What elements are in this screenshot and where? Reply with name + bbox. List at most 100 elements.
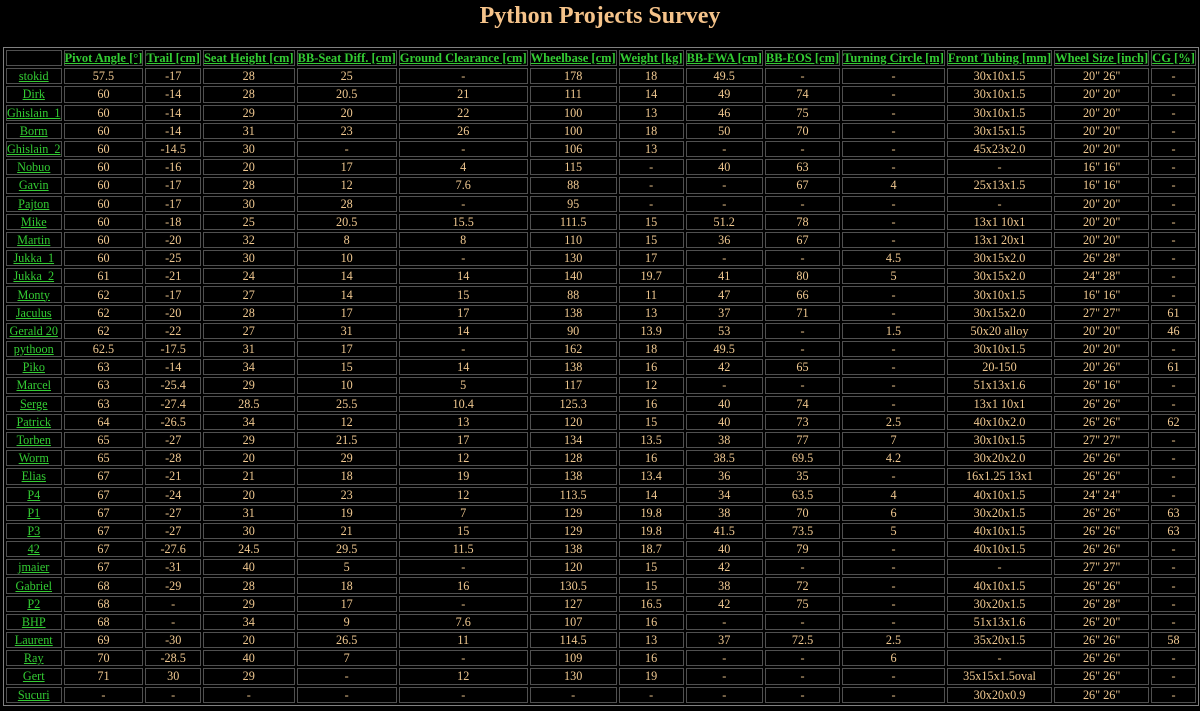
project-link[interactable]: Borm bbox=[6, 122, 62, 139]
table-cell: - bbox=[145, 595, 201, 612]
table-cell: 16x1.25 13x1 bbox=[946, 468, 1053, 485]
column-header[interactable]: Turning Circle [m] bbox=[842, 50, 945, 67]
table-cell: 61 bbox=[1151, 304, 1196, 321]
project-link[interactable]: Jukka_2 bbox=[6, 268, 62, 285]
table-cell: 28 bbox=[202, 68, 295, 85]
table-cell: 26.5 bbox=[296, 632, 397, 649]
project-link[interactable]: Mike bbox=[6, 213, 62, 230]
table-cell: -28 bbox=[145, 450, 201, 467]
table-cell: -20 bbox=[145, 304, 201, 321]
table-cell: 63 bbox=[1151, 504, 1196, 521]
project-link[interactable]: stokid bbox=[6, 68, 62, 85]
project-link[interactable]: BHP bbox=[6, 613, 62, 630]
table-row: Worm 65 -28 20 29 12 128 16 38.5 69.5 4.2 30x20x2.0… bbox=[6, 450, 1196, 467]
table-cell: -14.5 bbox=[145, 140, 201, 158]
table-cell: 28 bbox=[202, 177, 295, 194]
project-link[interactable]: Dirk bbox=[6, 86, 62, 103]
project-link[interactable]: Elias bbox=[6, 468, 62, 485]
project-link[interactable]: Pajton bbox=[6, 195, 62, 212]
project-link[interactable]: Laurent bbox=[6, 632, 62, 649]
table-cell: 67 bbox=[63, 559, 144, 576]
project-link[interactable]: jmaier bbox=[6, 559, 62, 576]
project-link[interactable]: 42 bbox=[6, 541, 62, 558]
table-cell: 40 bbox=[685, 159, 763, 176]
table-cell: 69.5 bbox=[764, 450, 841, 467]
table-row: Jukka_2 61 -21 24 14 14 140 19.7 41 80 5 30x15x2.0 2… bbox=[6, 268, 1196, 285]
table-cell: 20" 20" bbox=[1054, 140, 1150, 158]
project-link[interactable]: Sucuri bbox=[6, 686, 62, 703]
project-link[interactable]: Jaculus bbox=[6, 304, 62, 321]
table-cell: -27.6 bbox=[145, 541, 201, 558]
project-link[interactable]: Nobuo bbox=[6, 159, 62, 176]
table-cell: 24.5 bbox=[202, 541, 295, 558]
table-cell: 28 bbox=[202, 86, 295, 103]
table-cell: - bbox=[842, 395, 945, 412]
column-header[interactable]: Seat Height [cm] bbox=[202, 50, 295, 67]
table-cell: - bbox=[842, 159, 945, 176]
table-cell: - bbox=[1151, 468, 1196, 485]
column-header[interactable]: Pivot Angle [°] bbox=[63, 50, 144, 67]
survey-table-container: Pivot Angle [°] Trail [cm] Seat Height [cm… bbox=[3, 47, 1199, 706]
column-header[interactable]: CG [%] bbox=[1151, 50, 1196, 67]
column-header[interactable]: Weight [kg] bbox=[618, 50, 684, 67]
table-cell: - bbox=[1151, 341, 1196, 358]
table-cell: 62.5 bbox=[63, 341, 144, 358]
table-cell: - bbox=[618, 159, 684, 176]
table-cell: 2.5 bbox=[842, 413, 945, 430]
table-cell: 61 bbox=[63, 268, 144, 285]
table-cell: 7.6 bbox=[398, 613, 528, 630]
project-link[interactable]: Marcel bbox=[6, 377, 62, 394]
table-row: Jukka_1 60 -25 30 10-130 17- -4.5 30x15x2.0 26" … bbox=[6, 250, 1196, 267]
project-link[interactable]: Worm bbox=[6, 450, 62, 467]
column-header[interactable]: BB-FWA [cm] bbox=[685, 50, 763, 67]
table-cell: 29 bbox=[202, 377, 295, 394]
project-link[interactable]: Ghislain_2 bbox=[6, 140, 62, 158]
table-cell: 62 bbox=[1151, 413, 1196, 430]
project-link[interactable]: Ray bbox=[6, 650, 62, 667]
table-cell: 129 bbox=[529, 504, 617, 521]
column-header[interactable]: Front Tubing [mm] bbox=[946, 50, 1053, 67]
table-row: Gerald 20 62 -22 27 31 14 90 13.9 53-1.5 50x20 al… bbox=[6, 322, 1196, 339]
column-header[interactable]: Wheelbase [cm] bbox=[529, 50, 617, 67]
project-link[interactable]: P4 bbox=[6, 486, 62, 503]
table-cell: 16" 16" bbox=[1054, 177, 1150, 194]
table-cell: 61 bbox=[1151, 359, 1196, 376]
column-header[interactable]: BB-EOS [cm] bbox=[764, 50, 841, 67]
project-link[interactable]: Gabriel bbox=[6, 577, 62, 594]
table-cell: 71 bbox=[63, 668, 144, 685]
project-link[interactable]: Martin bbox=[6, 231, 62, 249]
column-header[interactable]: Ground Clearance [cm] bbox=[398, 50, 528, 67]
column-header[interactable]: Trail [cm] bbox=[145, 50, 201, 67]
table-cell: -26.5 bbox=[145, 413, 201, 430]
project-link[interactable]: Jukka_1 bbox=[6, 250, 62, 267]
table-cell: 18 bbox=[296, 577, 397, 594]
table-cell: - bbox=[685, 177, 763, 194]
project-link[interactable]: Piko bbox=[6, 359, 62, 376]
table-cell: 67 bbox=[63, 486, 144, 503]
table-row: Jaculus 62 -20 28 17 17 138 13 37 71-30x15x2.0 27"… bbox=[6, 304, 1196, 321]
table-cell: - bbox=[685, 140, 763, 158]
table-cell: 13 bbox=[398, 413, 528, 430]
project-link[interactable]: Gert bbox=[6, 668, 62, 685]
table-cell: - bbox=[764, 613, 841, 630]
project-link[interactable]: Torben bbox=[6, 431, 62, 449]
project-link[interactable]: Ghislain_1 bbox=[6, 104, 62, 121]
column-header[interactable]: BB-Seat Diff. [cm] bbox=[296, 50, 397, 67]
table-cell: 24" 28" bbox=[1054, 268, 1150, 285]
table-cell: 14 bbox=[398, 359, 528, 376]
table-cell: 38 bbox=[685, 504, 763, 521]
project-link[interactable]: Monty bbox=[6, 286, 62, 303]
project-link[interactable]: pythoon bbox=[6, 341, 62, 358]
project-link[interactable]: Gavin bbox=[6, 177, 62, 194]
project-link[interactable]: P3 bbox=[6, 522, 62, 540]
project-link[interactable]: Gerald 20 bbox=[6, 322, 62, 339]
project-link[interactable]: P2 bbox=[6, 595, 62, 612]
column-header[interactable]: Wheel Size [inch] bbox=[1054, 50, 1150, 67]
table-row: pythoon 62.5 -17.5 31 17-162 18 49.5- -30x10x1.… bbox=[6, 341, 1196, 358]
table-cell: - bbox=[946, 159, 1053, 176]
project-link[interactable]: Serge bbox=[6, 395, 62, 412]
project-link[interactable]: Patrick bbox=[6, 413, 62, 430]
table-cell: 22 bbox=[398, 104, 528, 121]
table-cell: 30 bbox=[202, 522, 295, 540]
project-link[interactable]: P1 bbox=[6, 504, 62, 521]
